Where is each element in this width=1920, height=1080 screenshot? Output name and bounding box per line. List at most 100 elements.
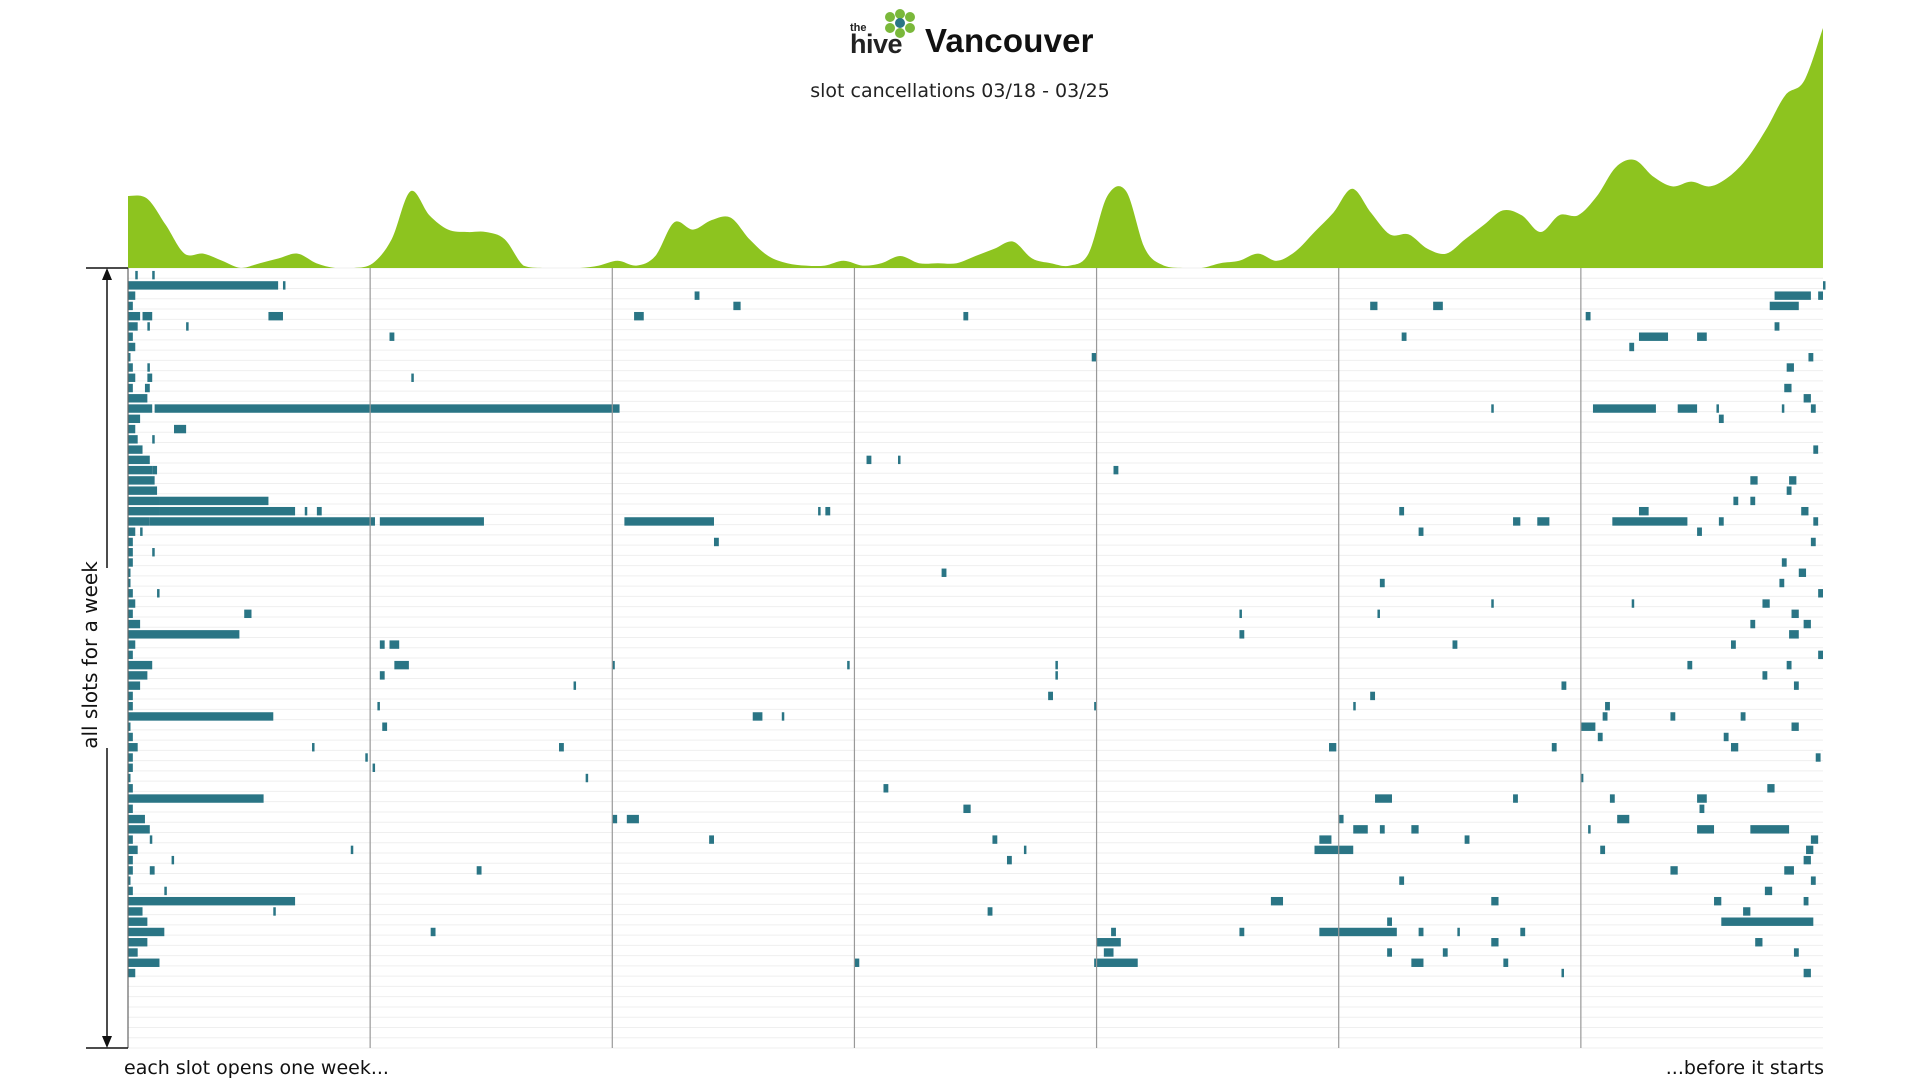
cancellation-bar <box>1789 476 1797 485</box>
cancellation-bar <box>1631 599 1635 608</box>
cancellation-bar <box>1743 907 1751 916</box>
cancellation-bar <box>1612 517 1688 526</box>
cancellation-bar <box>1319 835 1332 844</box>
cancellation-bar <box>1537 517 1550 526</box>
cancellation-bar <box>1491 404 1494 413</box>
cancellation-bar <box>1379 825 1385 834</box>
cancellation-bar <box>1096 938 1121 947</box>
y-axis-label: all slots for a week <box>78 561 102 749</box>
cancellation-bar <box>128 291 136 300</box>
cancellation-bar <box>1239 630 1245 639</box>
cancellation-bar <box>147 363 150 372</box>
cancellation-bar <box>476 866 482 875</box>
logo-hive-text: hive <box>850 29 903 59</box>
cancellation-bar <box>1803 855 1811 865</box>
cancellation-bar <box>128 301 133 311</box>
cancellation-bar <box>152 270 155 280</box>
cancellation-bar <box>1721 917 1814 926</box>
cancellation-bar <box>377 701 380 711</box>
cancellation-bar <box>128 445 143 454</box>
cancellation-bar <box>1755 938 1763 947</box>
cancellation-bar <box>1377 609 1380 619</box>
cancellation-bars <box>128 270 1826 978</box>
cancellation-bar <box>559 743 564 752</box>
cancellation-bar <box>1806 845 1814 855</box>
cancellation-bar <box>1094 958 1138 967</box>
cancellation-bar <box>1319 927 1397 937</box>
cancellation-bar <box>1818 291 1823 300</box>
cancellation-bar <box>1750 619 1756 629</box>
cancellation-bar <box>1113 465 1119 475</box>
cancellation-bar <box>1803 394 1811 403</box>
cancellation-bar <box>1823 281 1826 290</box>
cancellation-bar <box>144 383 150 393</box>
cancellation-bar <box>612 814 618 824</box>
cancellation-bar <box>128 650 133 660</box>
cancellation-bar <box>128 712 274 721</box>
cancellation-bar <box>142 311 153 321</box>
cancellation-bar <box>1411 958 1424 967</box>
cancellation-bar <box>1687 660 1693 670</box>
cancellation-bar <box>1769 301 1799 311</box>
honeycomb-icon <box>885 9 915 38</box>
cancellation-bar <box>128 527 136 536</box>
cancellation-bar <box>1791 722 1799 731</box>
cancellation-bar <box>1629 342 1635 352</box>
cancellation-bar <box>128 681 141 690</box>
cancellation-bar <box>389 332 395 341</box>
cancellation-bar <box>709 835 714 844</box>
cancellation-bar <box>128 506 160 516</box>
cancellation-bar <box>585 773 589 783</box>
cancellation-bar <box>128 640 136 649</box>
cancellation-bar <box>159 496 269 506</box>
cancellation-bar <box>128 332 133 341</box>
cancellation-bar <box>1798 568 1807 577</box>
cancellation-bar <box>171 855 175 865</box>
cancellation-bar <box>154 404 620 413</box>
cancellation-bar <box>128 866 133 875</box>
cancellation-bar <box>1605 701 1610 711</box>
cancellation-bar <box>128 496 160 506</box>
cancellation-bar <box>128 722 131 731</box>
cancellation-bar <box>818 506 821 516</box>
cancellation-bar <box>781 712 785 721</box>
cancellation-bar <box>883 784 889 793</box>
cancellation-bar <box>149 517 375 526</box>
cancellation-bar <box>1803 896 1809 906</box>
cancellation-bar <box>273 907 276 916</box>
cancellation-bar <box>1513 517 1521 526</box>
cancellation-bar <box>1803 619 1811 629</box>
y-axis-bracket <box>86 267 128 1049</box>
cancellation-bar <box>1638 506 1649 516</box>
cancellation-bar <box>128 968 136 978</box>
cancellation-bar <box>1580 722 1596 731</box>
cancellation-bar <box>1270 896 1284 906</box>
cancellation-bar <box>1588 825 1591 834</box>
cancellation-bar <box>128 394 148 403</box>
cancellation-bar <box>1551 743 1557 752</box>
cancellation-bar <box>128 753 133 762</box>
cancellation-bar <box>128 763 133 772</box>
cancellation-bar <box>1239 927 1245 937</box>
cancellation-bar <box>1314 845 1354 855</box>
cancellation-bar <box>1401 332 1407 341</box>
cancellation-bar <box>128 773 131 783</box>
cancellation-bar <box>1818 650 1823 660</box>
cancellation-bar <box>128 589 133 598</box>
cancellation-bar <box>157 589 160 598</box>
cancellation-bar <box>135 270 138 280</box>
cancellation-bar <box>1774 322 1780 331</box>
cancellation-bar <box>128 814 145 824</box>
cancellation-bar <box>411 373 414 382</box>
cancellation-bar <box>1103 948 1114 957</box>
cancellation-bar <box>128 465 153 475</box>
cancellation-bar <box>128 455 150 465</box>
cancellation-bar <box>1740 712 1746 721</box>
cancellation-bar <box>152 435 155 444</box>
cancellation-bar <box>430 927 436 937</box>
cancellation-bar <box>825 506 831 516</box>
cancellation-bar <box>159 506 296 516</box>
cancellation-bar <box>128 794 264 803</box>
cancellation-bar <box>1718 414 1724 424</box>
